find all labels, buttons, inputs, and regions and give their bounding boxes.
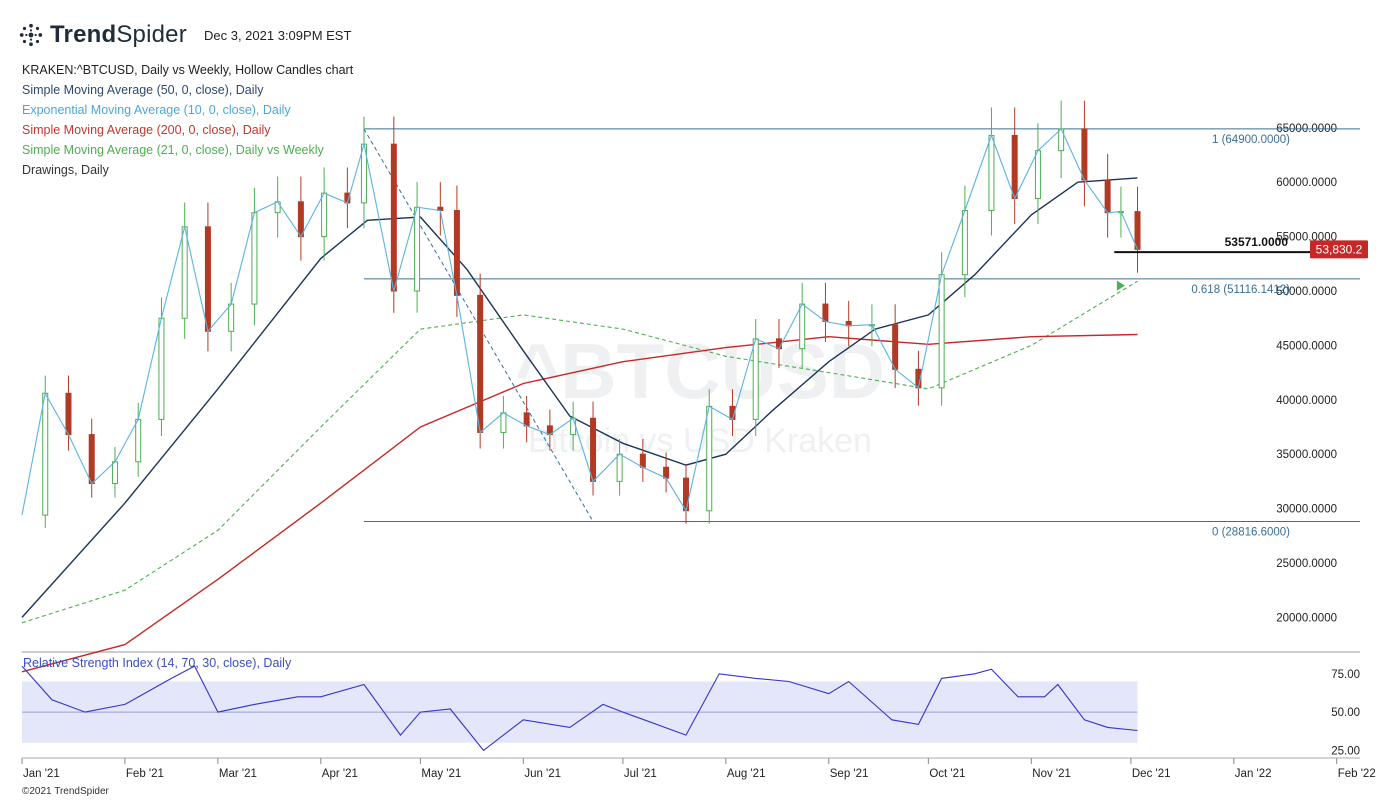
x-tick-label: Jan '22 xyxy=(1235,768,1272,780)
legend-item-drawings[interactable]: Drawings, Daily xyxy=(22,163,109,177)
copyright: ©2021 TrendSpider xyxy=(22,786,109,797)
candle-body xyxy=(799,303,806,350)
x-tick-label: Aug '21 xyxy=(727,768,766,780)
candle-body xyxy=(616,453,623,482)
x-tick-label: Sep '21 xyxy=(830,768,869,780)
y-tick-label: 30000.0000 xyxy=(1276,504,1337,516)
candle-body xyxy=(228,303,235,332)
legend-item-sma200[interactable]: Simple Moving Average (200, 0, close), D… xyxy=(22,123,271,137)
candle-body xyxy=(752,338,759,420)
candle-body xyxy=(500,412,507,433)
candle-body xyxy=(706,405,713,512)
x-tick-label: Nov '21 xyxy=(1032,768,1071,780)
candle-body xyxy=(414,206,421,292)
x-tick-label: Mar '21 xyxy=(219,768,257,780)
candle-body xyxy=(42,392,49,516)
candle-body xyxy=(65,392,72,436)
last-price-label: 53,830.2 xyxy=(1316,242,1363,256)
brand-name[interactable]: TrendSpider xyxy=(50,20,187,50)
x-tick-label: Feb '22 xyxy=(1338,768,1376,780)
candle-body xyxy=(158,317,165,420)
rsi-tick-label: 50.00 xyxy=(1331,707,1360,719)
candle-body xyxy=(88,434,95,485)
rsi-tick-label: 25.00 xyxy=(1331,745,1360,757)
candle-body xyxy=(570,417,577,436)
trendspider-logo-icon xyxy=(19,23,43,47)
candle-body xyxy=(1034,150,1041,200)
sma200-line xyxy=(21,333,1138,673)
y-tick-label: 40000.0000 xyxy=(1276,395,1337,407)
x-tick-label: Apr '21 xyxy=(322,768,358,780)
watermark-symbol: ^BTCUSD xyxy=(515,327,886,415)
rsi-tick-label: 75.00 xyxy=(1331,669,1360,681)
ema10-line xyxy=(21,127,1139,516)
x-tick-label: May '21 xyxy=(421,768,461,780)
legend-item-symbol[interactable]: KRAKEN:^BTCUSD, Daily vs Weekly, Hollow … xyxy=(22,63,354,77)
candle-body xyxy=(961,210,968,276)
y-tick-label: 20000.0000 xyxy=(1276,612,1337,624)
legend-item-sma50[interactable]: Simple Moving Average (50, 0, close), Da… xyxy=(22,83,264,97)
candle-body xyxy=(1081,128,1088,181)
sma21-arrow-icon xyxy=(1116,280,1125,291)
candle-body xyxy=(683,477,689,512)
last-price-tag xyxy=(1310,240,1368,259)
x-tick-label: Oct '21 xyxy=(929,768,965,780)
indicator-legend: KRAKEN:^BTCUSD, Daily vs Weekly, Hollow … xyxy=(22,60,353,180)
candle-body xyxy=(938,274,945,389)
candle-body xyxy=(775,338,782,350)
x-tick-label: Jul '21 xyxy=(624,768,657,780)
rsi-title: Relative Strength Index (14, 70, 30, clo… xyxy=(23,656,292,670)
x-tick-label: Jun '21 xyxy=(524,768,561,780)
candle-body xyxy=(274,201,281,214)
y-tick-label: 50000.0000 xyxy=(1276,286,1337,298)
candle-body xyxy=(390,143,397,292)
candle-body xyxy=(135,418,142,463)
fib-level-label: 1 (64900.0000) xyxy=(1212,134,1290,146)
candle-body xyxy=(297,201,304,238)
candle-body xyxy=(590,417,597,482)
fib-level-label: 0.618 (51116.1412) xyxy=(1191,284,1290,296)
sma21-weekly-line xyxy=(21,280,1138,624)
candle-body xyxy=(523,412,530,427)
y-tick-label: 25000.0000 xyxy=(1276,558,1337,570)
support-label: 53571.0000 xyxy=(1225,235,1289,249)
brand-bold: Trend xyxy=(50,21,117,48)
header: TrendSpider Dec 3, 2021 3:09PM EST xyxy=(0,0,1391,50)
x-tick-label: Feb '21 xyxy=(126,768,164,780)
fib-level-label: 0 (28816.6000) xyxy=(1212,526,1290,538)
candle-body xyxy=(321,192,328,238)
candle-body xyxy=(988,134,995,212)
y-tick-label: 35000.0000 xyxy=(1276,449,1337,461)
candle-body xyxy=(1134,211,1141,250)
candle-body xyxy=(1011,134,1018,200)
candle-body xyxy=(639,453,646,468)
candle-body xyxy=(204,226,211,332)
candle-body xyxy=(822,303,829,322)
x-tick-label: Dec '21 xyxy=(1132,768,1171,780)
candle-body xyxy=(663,466,670,479)
candle-body xyxy=(251,212,258,305)
x-tick-label: Jan '21 xyxy=(23,768,60,780)
legend-item-ema10[interactable]: Exponential Moving Average (10, 0, close… xyxy=(22,103,291,117)
y-tick-label: 60000.0000 xyxy=(1276,177,1337,189)
rsi-line xyxy=(21,665,1138,752)
candle-body xyxy=(453,210,460,296)
candle-body xyxy=(477,294,484,433)
watermark-name: Bitcoin vs USD Kraken xyxy=(528,422,872,460)
candle-body xyxy=(181,226,188,319)
candle-body xyxy=(892,324,899,370)
candle-body xyxy=(111,461,118,485)
y-tick-label: 45000.0000 xyxy=(1276,340,1337,352)
brand-light: Spider xyxy=(116,21,187,48)
timestamp: Dec 3, 2021 3:09PM EST xyxy=(204,28,352,43)
candle-body xyxy=(1104,179,1111,214)
legend-item-sma21[interactable]: Simple Moving Average (21, 0, close), Da… xyxy=(22,143,324,157)
sma50-line xyxy=(21,177,1138,618)
